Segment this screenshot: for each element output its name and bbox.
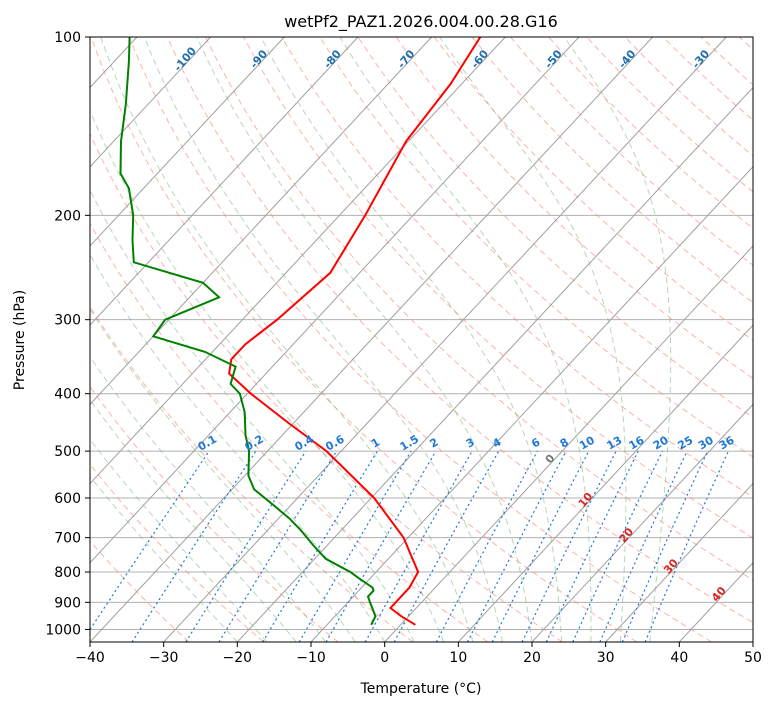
moist-adiabat xyxy=(100,37,474,642)
x-tick-label: 10 xyxy=(449,650,467,666)
mixing-ratio-line xyxy=(218,450,338,642)
y-tick-label: 100 xyxy=(54,30,81,46)
x-tick-label: 20 xyxy=(523,650,541,666)
dry-adiabat xyxy=(204,37,753,581)
isotherm-line xyxy=(90,37,506,485)
y-tick-label: 600 xyxy=(54,491,81,507)
dry-adiabat xyxy=(90,463,264,642)
x-tick-label: 30 xyxy=(597,650,615,666)
y-tick-label: 500 xyxy=(54,444,81,460)
dry-adiabat xyxy=(395,37,753,380)
y-axis-label: Pressure (hPa) xyxy=(12,290,28,390)
mixing-ratio-line xyxy=(262,450,378,642)
x-tick-label: 0 xyxy=(380,650,389,666)
dry-adiabat xyxy=(90,222,488,642)
isotherm-line xyxy=(236,86,753,642)
dry-adiabat xyxy=(357,37,753,418)
sounding-profiles xyxy=(119,37,482,626)
dry-adiabat xyxy=(166,37,753,624)
moist-adiabat xyxy=(144,37,503,642)
chart-title: wetPf2_PAZ1.2026.004.00.28.G16 xyxy=(284,12,558,32)
y-tick-label: 300 xyxy=(54,313,81,329)
moist-adiabat xyxy=(563,37,672,642)
isotherm-line xyxy=(163,37,727,642)
moist-adiabat xyxy=(260,37,562,642)
x-tick-label: −20 xyxy=(223,650,253,666)
moist-adiabat xyxy=(90,355,327,642)
moist-adiabat xyxy=(196,37,533,642)
x-tick-label: 40 xyxy=(670,650,688,666)
dry-adiabat xyxy=(90,132,563,642)
mixing-ratio-line xyxy=(599,450,688,642)
moist-adiabat xyxy=(90,398,297,642)
y-tick-label: 700 xyxy=(54,531,81,547)
mixing-ratio-lines xyxy=(90,450,729,642)
isotherm-line xyxy=(384,245,753,642)
x-tick-label: −30 xyxy=(149,650,179,666)
isotherm-line xyxy=(457,324,753,642)
y-tick-label: 400 xyxy=(54,387,81,403)
isotherms xyxy=(90,37,753,642)
isotherm-line xyxy=(90,37,285,247)
x-tick-label: −40 xyxy=(75,650,105,666)
moist-adiabat xyxy=(439,37,627,642)
dry-adiabat xyxy=(281,37,753,498)
isotherm-line xyxy=(90,37,580,564)
isotherm-line xyxy=(605,482,753,642)
x-tick-label: 50 xyxy=(744,650,762,666)
mixing-ratio-line xyxy=(325,450,437,642)
dry-adiabat xyxy=(433,37,753,341)
isotherm-line xyxy=(90,37,212,168)
y-tick-label: 800 xyxy=(54,565,81,581)
temperature-profile xyxy=(228,37,482,626)
mixing-ratio-line xyxy=(298,450,412,642)
dewpoint-profile xyxy=(119,37,377,626)
moist-adiabat xyxy=(90,189,415,642)
mixing-ratio-line xyxy=(644,450,729,642)
mixing-ratio-line xyxy=(466,450,567,642)
dry-adiabats xyxy=(90,37,753,642)
x-axis: −40 −30 −20 −10 0 10 20 30 40 50 xyxy=(75,642,762,666)
mixing-ratio-line xyxy=(435,450,539,642)
isotherm-line xyxy=(90,37,654,642)
y-axis: 1000 900 800 700 600 500 400 300 200 100 xyxy=(45,30,90,638)
dry-adiabat xyxy=(90,37,638,642)
mixing-ratio-line xyxy=(521,450,617,642)
y-tick-label: 900 xyxy=(54,595,81,611)
x-tick-label: −10 xyxy=(296,650,326,666)
dry-adiabat xyxy=(90,540,190,642)
y-tick-label: 200 xyxy=(54,208,81,224)
mixing-ratio-line xyxy=(621,450,709,642)
moist-adiabat xyxy=(90,109,445,642)
mixing-ratio-line xyxy=(364,450,473,642)
mixing-ratio-line xyxy=(545,450,639,642)
moist-adiabats xyxy=(90,37,672,642)
isotherm-line xyxy=(90,37,433,406)
dry-adiabat xyxy=(90,385,339,642)
moist-adiabat xyxy=(90,253,386,642)
moist-adiabat xyxy=(90,308,356,642)
dry-adiabat xyxy=(128,37,712,642)
mixing-ratio-line xyxy=(491,450,590,642)
moist-adiabat xyxy=(339,37,592,642)
mixing-ratio-line xyxy=(572,450,664,642)
dry-adiabat xyxy=(243,37,753,539)
x-axis-label: Temperature (°C) xyxy=(360,681,482,697)
isotherm-line xyxy=(531,403,753,642)
isotherm-line xyxy=(90,37,359,326)
plot-frame xyxy=(89,36,754,643)
mixing-ratio-line xyxy=(131,450,257,642)
y-tick-label: 1000 xyxy=(45,622,81,638)
dry-adiabat xyxy=(471,37,753,304)
